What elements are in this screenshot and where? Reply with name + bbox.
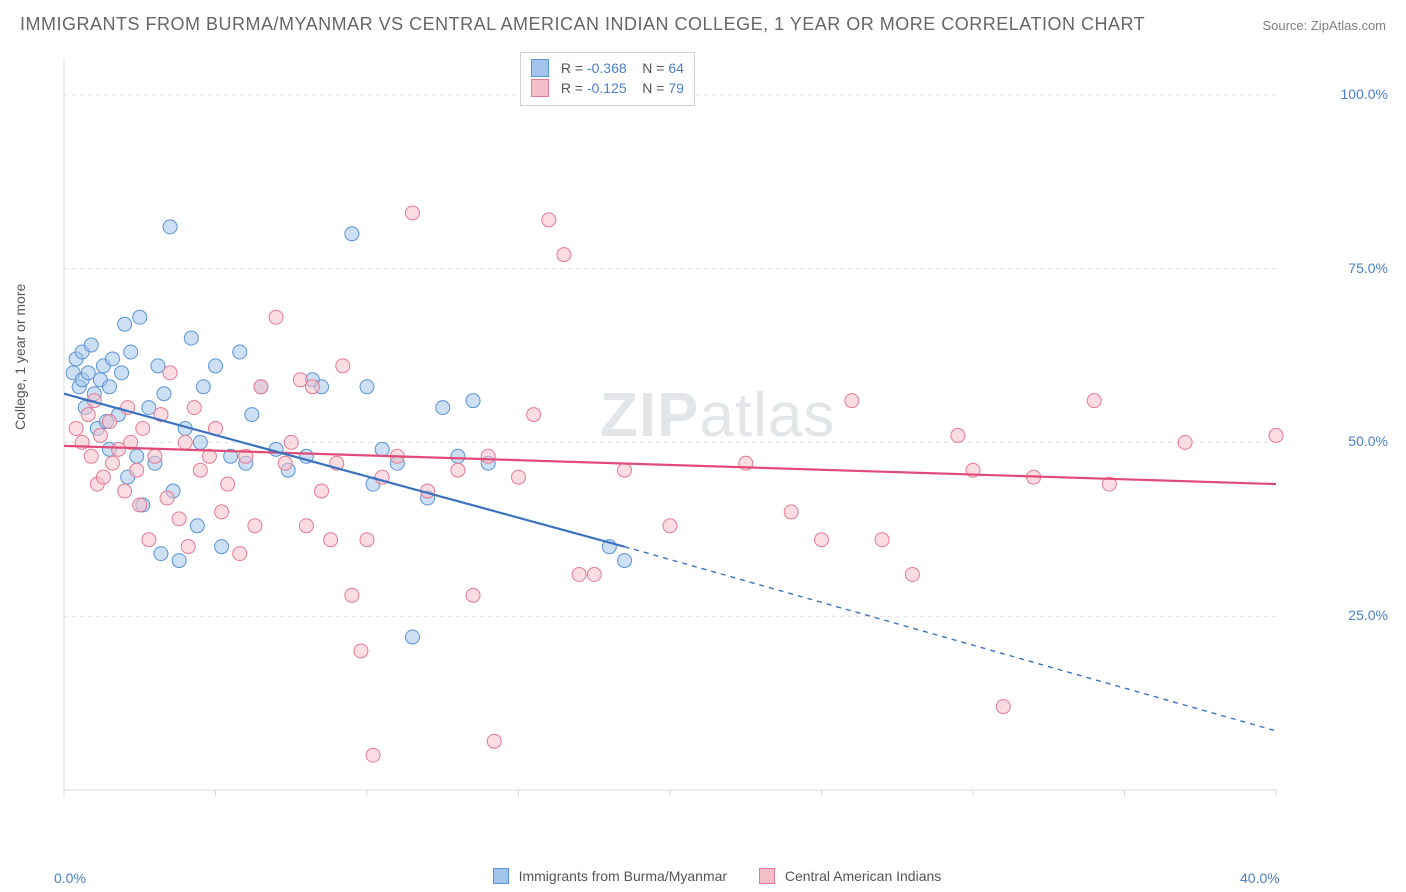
y-tick-label: 75.0% bbox=[1348, 260, 1388, 276]
legend-label-series1: Immigrants from Burma/Myanmar bbox=[519, 868, 727, 884]
n-value: 79 bbox=[668, 80, 684, 96]
legend-swatch-series2 bbox=[531, 79, 549, 97]
r-label: R = bbox=[561, 80, 583, 96]
legend-label-series2: Central American Indians bbox=[785, 868, 941, 884]
y-tick-label: 25.0% bbox=[1348, 607, 1388, 623]
r-value: -0.125 bbox=[587, 80, 627, 96]
n-label: N = bbox=[642, 80, 664, 96]
n-label: N = bbox=[642, 60, 664, 76]
y-tick-label: 50.0% bbox=[1348, 433, 1388, 449]
series-legend: Immigrants from Burma/Myanmar Central Am… bbox=[0, 868, 1406, 884]
y-axis-label: College, 1 year or more bbox=[12, 284, 28, 430]
legend-row-series2: R = -0.125 N = 79 bbox=[531, 79, 684, 97]
source-attribution: Source: ZipAtlas.com bbox=[1262, 18, 1386, 33]
correlation-legend: R = -0.368 N = 64 R = -0.125 N = 79 bbox=[520, 52, 695, 106]
r-value: -0.368 bbox=[587, 60, 627, 76]
scatter-plot bbox=[56, 50, 1336, 830]
chart-area bbox=[56, 50, 1336, 830]
legend-swatch-series1 bbox=[493, 868, 509, 884]
n-value: 64 bbox=[668, 60, 684, 76]
y-tick-label: 100.0% bbox=[1341, 86, 1388, 102]
chart-title: IMMIGRANTS FROM BURMA/MYANMAR VS CENTRAL… bbox=[20, 14, 1145, 35]
legend-swatch-series2 bbox=[759, 868, 775, 884]
r-label: R = bbox=[561, 60, 583, 76]
legend-row-series1: R = -0.368 N = 64 bbox=[531, 59, 684, 77]
legend-swatch-series1 bbox=[531, 59, 549, 77]
